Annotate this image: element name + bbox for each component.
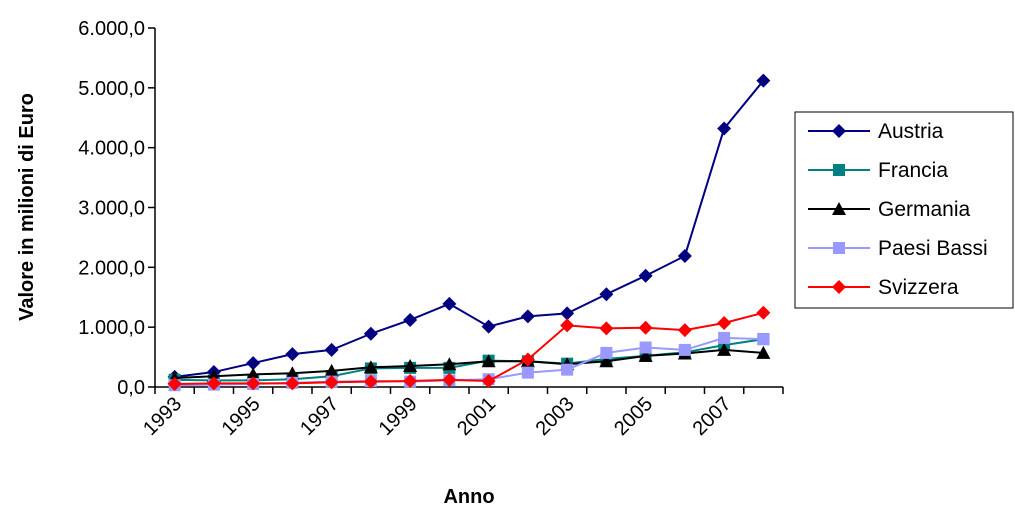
data-point [246, 356, 261, 371]
x-tick-label: 1997 [296, 393, 343, 440]
data-point [206, 376, 221, 391]
y-ticks: 0,0 1.000,0 2.000,0 3.000,0 4.000,0 5.000,0 6.… [78, 18, 155, 399]
x-tick-label: 1993 [139, 393, 186, 440]
series-line [174, 311, 764, 386]
data-point [600, 346, 613, 359]
data-point [599, 287, 614, 302]
legend-label: Svizzera [878, 276, 959, 299]
legend-label: Paesi Bassi [878, 237, 988, 260]
data-point [717, 315, 732, 330]
x-tick-label: 1995 [218, 393, 265, 440]
data-point [756, 345, 771, 359]
y-tick-label: 3.000,0 [78, 198, 145, 220]
data-point [403, 312, 418, 327]
series-layer [167, 73, 771, 392]
data-point [285, 376, 300, 391]
data-point [599, 321, 614, 336]
y-tick-label: 2.000,0 [78, 257, 145, 279]
data-point [560, 318, 575, 333]
data-point [678, 343, 691, 356]
legend-marker [832, 202, 846, 215]
data-point [638, 320, 653, 335]
data-point [403, 374, 418, 389]
data-point [442, 296, 457, 311]
data-point [561, 363, 574, 376]
data-point [677, 248, 692, 263]
legend-marker [832, 124, 846, 138]
data-point [638, 348, 653, 362]
legend-item: Francia [808, 159, 948, 182]
data-point [324, 375, 339, 390]
legend-item: Austria [808, 120, 944, 143]
data-point [638, 268, 653, 283]
x-tick-label: 2007 [689, 393, 736, 440]
data-point [442, 357, 457, 371]
data-point [521, 366, 534, 379]
y-tick-label: 5.000,0 [78, 78, 145, 100]
data-point [363, 360, 378, 374]
y-tick-label: 4.000,0 [78, 138, 145, 160]
x-ticks: 1993 1995 1997 1999 2001 2003 2005 2007 [139, 387, 784, 440]
data-point [639, 341, 652, 354]
data-point [756, 305, 771, 320]
data-point [324, 363, 339, 377]
data-point [560, 306, 575, 321]
data-point [756, 73, 771, 88]
legend-marker [833, 242, 845, 254]
data-point [246, 376, 261, 391]
series-line [174, 80, 765, 378]
legend-label: Germania [878, 198, 971, 221]
series-austria [167, 73, 771, 384]
data-point [481, 319, 496, 334]
data-point [717, 342, 732, 356]
legend-label: Austria [878, 120, 944, 143]
data-point [442, 372, 457, 387]
x-tick-label: 1999 [375, 393, 422, 440]
data-point [403, 359, 418, 373]
data-point [599, 354, 614, 368]
data-point [363, 374, 378, 389]
x-tick-label: 2001 [453, 393, 500, 440]
data-point [520, 352, 535, 367]
y-axis-title: Valore in milioni di Euro [16, 93, 38, 321]
legend-marker [833, 164, 845, 176]
plot-area: 0,0 1.000,0 2.000,0 3.000,0 4.000,0 5.000,0 6.… [78, 18, 784, 440]
x-tick-label: 2005 [610, 393, 657, 440]
data-point [718, 331, 731, 344]
data-point [285, 366, 300, 380]
legend: Austria Francia Germania Paesi Bassi Svizzer… [794, 111, 1014, 309]
data-point [324, 342, 339, 357]
data-point [677, 323, 692, 338]
data-point [167, 377, 182, 392]
data-point [246, 367, 261, 381]
series-svizzera [167, 305, 771, 392]
data-point [285, 347, 300, 362]
legend-item: Germania [808, 198, 971, 221]
legend-item: Svizzera [808, 276, 959, 299]
y-tick-label: 1.000,0 [78, 317, 145, 339]
data-point [481, 354, 496, 368]
legend-label: Francia [878, 159, 948, 182]
y-tick-label: 0,0 [117, 377, 145, 399]
y-tick-label: 6.000,0 [78, 18, 145, 40]
data-point [717, 121, 732, 136]
legend-item: Paesi Bassi [808, 237, 988, 260]
x-axis-title: Anno [443, 486, 494, 508]
data-point [520, 309, 535, 324]
series-line [174, 348, 764, 380]
data-point [481, 374, 496, 389]
x-tick-label: 2003 [532, 393, 579, 440]
legend-marker [832, 280, 846, 294]
data-point [757, 333, 770, 346]
data-point [363, 326, 378, 341]
